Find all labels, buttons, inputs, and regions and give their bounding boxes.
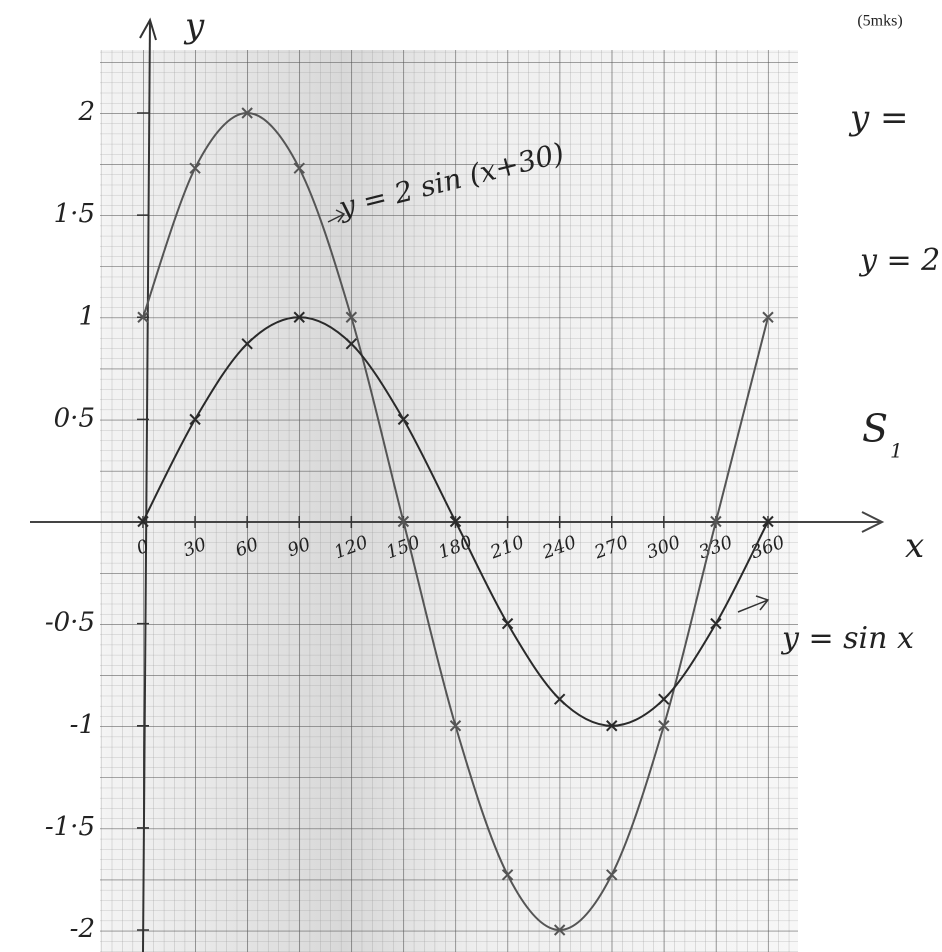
point-cross [293, 311, 305, 323]
y-tick-label: -1 [70, 710, 95, 740]
point-cross [345, 311, 358, 323]
annotation-arrow [327, 209, 346, 223]
point-cross [658, 720, 670, 732]
point-cross [137, 515, 149, 528]
point-cross [241, 338, 253, 350]
annotation-arrow [737, 595, 770, 613]
graph-paper-major [100, 50, 798, 952]
point-cross [397, 515, 410, 528]
point-cross [553, 924, 566, 936]
s-label-sub: 1 [890, 439, 903, 463]
point-cross [658, 693, 670, 705]
point-cross [189, 162, 201, 174]
x-arrow [861, 511, 885, 533]
y-tick-label: -2 [70, 914, 95, 944]
side-note: y = [848, 98, 909, 138]
s-label: S [862, 407, 888, 451]
point-cross [449, 720, 462, 732]
side-note: y = 2 [858, 243, 940, 278]
point-cross [606, 720, 618, 732]
y-tick-label: 1·5 [54, 199, 95, 229]
point-cross [189, 413, 201, 426]
marks-note: (5mks) [857, 13, 902, 30]
point-cross [137, 311, 149, 323]
y-tick-label: 2 [77, 97, 95, 127]
y-arrow [139, 17, 157, 41]
point-cross [501, 869, 514, 881]
point-cross [606, 869, 618, 881]
point-cross [501, 617, 514, 630]
y-tick-label: 0·5 [54, 403, 95, 433]
x-axis-label: x [905, 526, 924, 566]
point-cross [293, 162, 305, 174]
point-cross [710, 515, 722, 528]
curve-annotation: y = sin x [780, 621, 914, 656]
point-cross [762, 311, 774, 323]
point-cross [710, 617, 722, 630]
y-tick-label: -0·5 [45, 608, 95, 638]
point-cross [397, 413, 410, 426]
point-cross [762, 515, 774, 528]
point-cross [449, 515, 462, 528]
point-cross [553, 693, 566, 705]
point-cross [241, 107, 253, 119]
y-axis [142, 19, 151, 952]
y-tick-label: 1 [78, 301, 95, 331]
y-axis-label: y [183, 6, 205, 46]
y-tick-label: -1·5 [45, 812, 95, 842]
point-cross [345, 338, 358, 350]
